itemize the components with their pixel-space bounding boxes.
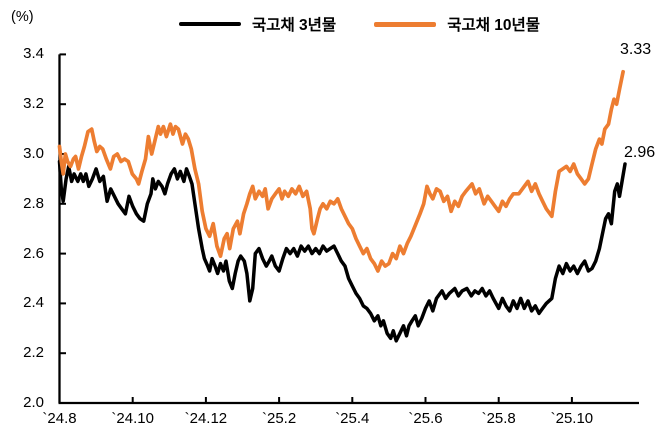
x-tick-label: `24.8 (42, 410, 77, 427)
y-tick-label: 3.2 (23, 95, 44, 113)
y-tick-label: 2.0 (23, 394, 44, 411)
y-axis-unit-label: (%) (11, 9, 34, 25)
x-tick-label: `25.10 (550, 410, 594, 427)
chart-legend: 국고채 3년물 국고채 10년물 (59, 12, 660, 36)
y-tick-label: 2.8 (23, 194, 44, 212)
legend-item-3y: 국고채 3년물 (178, 13, 337, 35)
y-tick-label: 3.4 (23, 45, 44, 63)
legend-line-swatch-3y (178, 22, 241, 26)
x-tick-label: `25.8 (481, 410, 516, 427)
x-tick-label: `25.2 (261, 410, 297, 427)
y-tick-label: 2.2 (23, 344, 44, 362)
series-end-value-10y: 3.33 (620, 41, 652, 58)
x-tick-label: `25.6 (408, 410, 443, 427)
series-line-10y (57, 69, 625, 273)
y-tick-label: 2.6 (23, 244, 44, 262)
x-tick-label: `24.10 (111, 410, 154, 427)
series-end-value-3y: 2.96 (624, 144, 656, 161)
y-tick-label: 3.0 (23, 145, 44, 162)
y-tick-label: 2.4 (23, 294, 44, 312)
legend-item-10y: 국고채 10년물 (374, 13, 540, 35)
x-tick-label: `24.12 (184, 410, 228, 427)
legend-label-10y: 국고채 10년물 (447, 17, 541, 34)
legend-label-3y: 국고채 3년물 (251, 17, 337, 34)
series-line-3y (57, 159, 627, 343)
x-tick-label: `25.4 (335, 410, 370, 427)
legend-line-swatch-10y (374, 21, 437, 27)
